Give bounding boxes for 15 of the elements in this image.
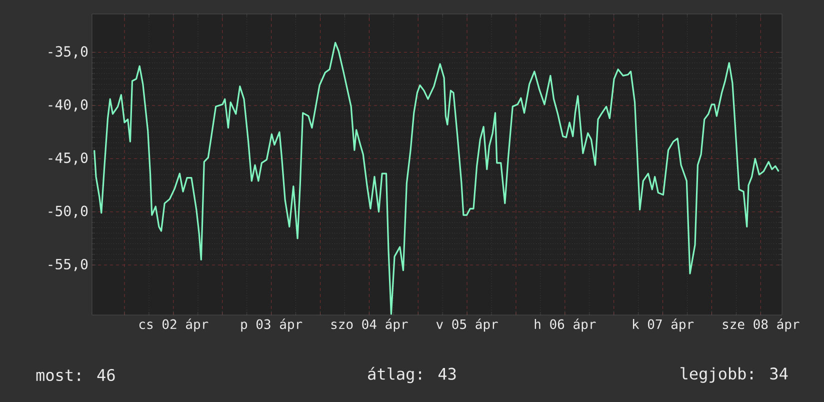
x-tick-label: szo 04 ápr (331, 318, 408, 332)
x-tick-label: sze 08 ápr (722, 318, 800, 332)
y-tick-label: -45,0 (48, 152, 88, 165)
text: most: 46 (36, 368, 115, 382)
y-tick-label: -40,0 (48, 99, 88, 112)
x-tick-label: k 07 ápr (632, 318, 694, 332)
y-tick-label: -55,0 (48, 258, 88, 272)
x-tick-label: p 03 ápr (241, 318, 302, 332)
x-tick-label: cs 02 ápr (139, 318, 208, 332)
y-tick-label: -50,0 (48, 206, 88, 218)
x-tick-label: h 06 ápr (534, 318, 596, 332)
y-tick-label: -35,0 (48, 46, 88, 58)
x-tick-label: v 05 ápr (436, 318, 498, 332)
text: átlag: 43 (368, 366, 456, 384)
text: legjobb: 34 (680, 367, 788, 383)
